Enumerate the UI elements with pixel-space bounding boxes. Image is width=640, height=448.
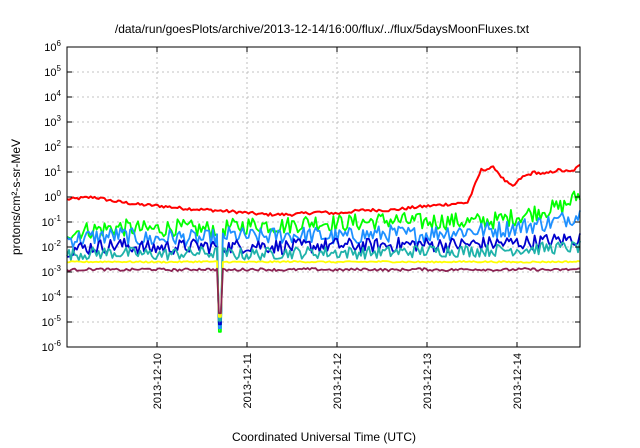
y-tick-label: 100 bbox=[44, 189, 61, 204]
y-tick-label: 10-3 bbox=[42, 264, 62, 279]
y-tick-label: 102 bbox=[44, 139, 61, 154]
series-line bbox=[66, 233, 581, 326]
series-line bbox=[66, 240, 581, 322]
y-tick-label: 10-4 bbox=[42, 289, 62, 304]
y-tick-label: 101 bbox=[44, 164, 61, 179]
series-lines bbox=[66, 163, 581, 333]
series-line bbox=[66, 210, 581, 330]
x-axis-ticks: 2013-12-10 2013-12-11 2013-12-12 2013-12-13… bbox=[152, 47, 524, 409]
x-tick-label: 2013-12-13 bbox=[422, 353, 434, 409]
series-line bbox=[66, 267, 581, 315]
grid bbox=[67, 47, 580, 347]
x-tick-label: 2013-12-10 bbox=[152, 353, 164, 409]
y-tick-label: 10-5 bbox=[42, 314, 62, 329]
x-tick-label: 2013-12-11 bbox=[242, 353, 254, 408]
y-tick-label: 10-6 bbox=[42, 339, 62, 354]
y-tick-label: 106 bbox=[44, 39, 61, 54]
y-axis-ticks: 10-6 10-5 10-4 10-3 10-2 10-1 100 101 102 103 104 1… bbox=[42, 39, 580, 354]
x-tick-label: 2013-12-14 bbox=[512, 353, 524, 409]
y-tick-label: 105 bbox=[44, 64, 61, 79]
chart-title: /data/run/goesPlots/archive/2013-12-14/1… bbox=[115, 22, 530, 36]
x-tick-label: 2013-12-12 bbox=[332, 353, 344, 409]
y-tick-label: 104 bbox=[44, 89, 61, 104]
series-line bbox=[66, 190, 581, 333]
series-line bbox=[66, 163, 581, 217]
y-tick-label: 10-2 bbox=[42, 239, 62, 254]
y-axis-label: protons/cm²-s-sr-MeV bbox=[9, 139, 23, 255]
y-tick-label: 10-1 bbox=[42, 214, 62, 229]
series-line bbox=[66, 260, 581, 318]
y-tick-label: 103 bbox=[44, 114, 61, 129]
x-axis-label: Coordinated Universal Time (UTC) bbox=[232, 430, 416, 444]
